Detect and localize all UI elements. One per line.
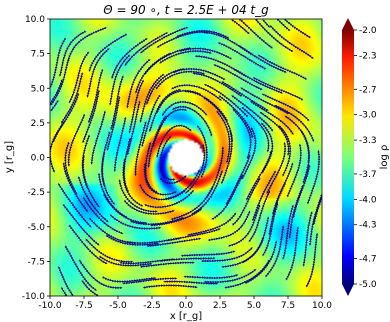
streamline <box>140 261 195 268</box>
y-tick-label: -5.0 <box>27 223 45 233</box>
y-axis-label: y [r_g] <box>4 141 15 173</box>
x-axis: -10.0 -7.5 -5.0 -2.5 0.0 2.5 5.0 7.5 10.0 <box>38 296 332 311</box>
y-tick-label: 7.5 <box>31 50 45 60</box>
colorbar-tick-label: -2.0 <box>359 26 377 36</box>
streamline <box>122 277 178 285</box>
colorbar: -2.0 -2.3 -2.7 -3.0 -3.3 -3.7 -4.0 -4.3 -4.7 -5.0… <box>342 18 390 296</box>
streamline <box>306 149 321 205</box>
colorbar-gradient <box>342 30 354 284</box>
streamline <box>78 259 123 289</box>
streamlines <box>50 19 322 296</box>
colorbar-extend-bottom <box>342 284 354 296</box>
colorbar-tick-label: -2.7 <box>359 85 377 95</box>
x-tick-label: -2.5 <box>143 301 161 311</box>
colorbar-tick-label: -4.0 <box>359 195 377 205</box>
streamline <box>142 284 198 289</box>
chart-title: Θ = 90 ∘, t = 2.5E + 04 t_g <box>103 3 269 17</box>
x-tick-label: 2.5 <box>213 301 227 311</box>
streamline <box>252 77 304 101</box>
streamline <box>269 25 314 60</box>
y-tick-label: 0.0 <box>31 154 46 164</box>
x-tick-label: -10.0 <box>38 301 62 311</box>
streamline <box>257 54 308 80</box>
plot-area <box>49 18 323 297</box>
x-tick-label: 10.0 <box>312 301 332 311</box>
colorbar-tick-label: -3.3 <box>359 136 377 146</box>
x-tick-label: 5.0 <box>247 301 262 311</box>
streamline <box>64 141 78 195</box>
x-tick-label: -5.0 <box>109 301 127 311</box>
colorbar-extend-top <box>342 18 354 30</box>
streamline <box>67 26 107 63</box>
colorbar-tick-label: -3.7 <box>359 170 377 180</box>
colorbar-ticks: -2.0 -2.3 -2.7 -3.0 -3.3 -3.7 -4.0 -4.3 -4.7 -5.0 <box>354 26 377 290</box>
streamline <box>283 19 311 39</box>
y-tick-label: -7.5 <box>27 257 45 267</box>
colorbar-tick-label: -2.3 <box>359 51 377 61</box>
x-axis-label: x [r_g] <box>170 311 202 322</box>
colorbar-label: log ρ <box>379 145 390 170</box>
colorbar-tick-label: -5.0 <box>359 280 377 290</box>
y-tick-label: 10.0 <box>25 15 45 25</box>
streamline <box>163 280 219 285</box>
y-tick-label: -10.0 <box>22 292 46 302</box>
streamline <box>159 175 187 185</box>
colorbar-tick-label: -4.3 <box>359 221 377 231</box>
density-heatmap <box>50 19 322 296</box>
colorbar-tick-label: -4.7 <box>359 255 377 265</box>
y-tick-label: 5.0 <box>31 84 46 94</box>
streamline <box>265 225 285 277</box>
y-tick-label: -2.5 <box>27 188 45 198</box>
x-tick-label: 7.5 <box>281 301 295 311</box>
x-tick-label: -7.5 <box>75 301 93 311</box>
y-tick-label: 2.5 <box>31 119 45 129</box>
x-tick-label: 0.0 <box>179 301 194 311</box>
colorbar-tick-label: -3.0 <box>359 111 377 121</box>
y-axis: -10.0 -7.5 -5.0 -2.5 0.0 2.5 5.0 7.5 10.0 <box>22 15 50 302</box>
